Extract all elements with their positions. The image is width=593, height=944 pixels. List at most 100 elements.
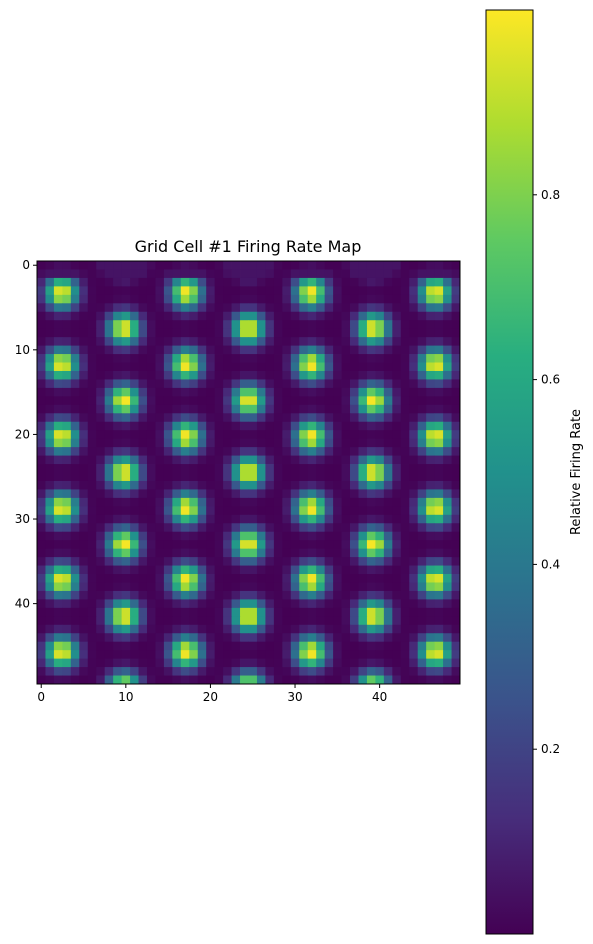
heatmap-cell: [62, 362, 72, 372]
heatmap-cell: [400, 294, 410, 304]
heatmap-cell: [37, 337, 46, 346]
heatmap-cell: [282, 277, 292, 287]
heatmap-cell: [45, 438, 55, 448]
heatmap-cell: [299, 497, 309, 507]
heatmap-cell: [62, 574, 72, 583]
heatmap-cell: [265, 582, 275, 592]
heatmap-cell: [37, 675, 46, 685]
heatmap-cell: [70, 497, 80, 507]
heatmap-cell: [197, 574, 207, 583]
heatmap-cell: [290, 404, 300, 414]
heatmap-cell: [366, 489, 376, 499]
heatmap-cell: [223, 464, 232, 473]
heatmap-cell: [392, 413, 402, 423]
heatmap-cell: [180, 269, 190, 279]
heatmap-cell: [366, 514, 376, 524]
heatmap-cell: [400, 345, 410, 355]
heatmap-cell: [113, 633, 122, 643]
heatmap-cell: [248, 599, 258, 609]
heatmap-cell: [366, 650, 376, 660]
heatmap-cell: [231, 455, 241, 465]
heatmap-cell: [113, 438, 122, 448]
heatmap-cell: [358, 607, 368, 617]
heatmap-cell: [206, 472, 216, 482]
heatmap-cell: [121, 506, 131, 516]
heatmap-cell: [104, 489, 114, 499]
heatmap-cell: [451, 667, 461, 676]
heatmap-cell: [451, 294, 461, 304]
heatmap-cell: [290, 447, 300, 456]
heatmap-cell: [324, 396, 334, 406]
heatmap-cell: [248, 354, 258, 363]
heatmap-cell: [197, 633, 207, 643]
heatmap-cell: [307, 557, 317, 566]
heatmap-cell: [333, 277, 342, 287]
heatmap-cell: [37, 658, 46, 668]
heatmap-cell: [45, 311, 55, 321]
heatmap-cell: [121, 387, 131, 397]
heatmap-cell: [426, 540, 436, 550]
heatmap-cell: [417, 269, 427, 279]
heatmap-cell: [231, 574, 241, 583]
heatmap-cell: [146, 438, 156, 448]
heatmap-cell: [53, 574, 63, 583]
heatmap-cell: [104, 269, 114, 279]
heatmap-cell: [375, 523, 385, 533]
heatmap-cell: [350, 311, 359, 321]
heatmap-cell: [451, 455, 461, 465]
x-tick-label: 30: [287, 690, 302, 704]
heatmap-cell: [197, 624, 207, 634]
heatmap-cell: [282, 464, 292, 473]
heatmap-cell: [290, 370, 300, 380]
heatmap-cell: [426, 286, 436, 296]
heatmap-cell: [197, 447, 207, 456]
heatmap-cell: [383, 294, 393, 304]
heatmap-cell: [96, 286, 106, 296]
heatmap-cell: [45, 624, 55, 634]
heatmap-cell: [426, 430, 436, 440]
heatmap-cell: [307, 447, 317, 456]
heatmap-cell: [130, 413, 139, 423]
heatmap-cell: [383, 675, 393, 685]
heatmap-cell: [104, 337, 114, 346]
heatmap-cell: [172, 370, 182, 380]
heatmap-cell: [316, 379, 326, 389]
heatmap-cell: [45, 557, 55, 566]
heatmap-cell: [316, 667, 326, 676]
heatmap-cell: [113, 337, 122, 346]
heatmap-cell: [70, 261, 80, 270]
heatmap-cell: [417, 438, 427, 448]
heatmap-cell: [104, 675, 114, 685]
heatmap-cell: [87, 396, 97, 406]
heatmap-cell: [358, 269, 368, 279]
heatmap-cell: [70, 303, 80, 313]
heatmap-cell: [409, 438, 419, 448]
heatmap-cell: [130, 641, 139, 651]
heatmap-cell: [223, 404, 232, 414]
heatmap-cell: [434, 548, 444, 558]
heatmap-cell: [282, 633, 292, 643]
heatmap-cell: [104, 641, 114, 651]
heatmap-cell: [240, 531, 249, 541]
heatmap-cell: [443, 590, 452, 600]
heatmap-cell: [223, 387, 232, 397]
heatmap-cell: [138, 650, 148, 660]
heatmap-cell: [37, 320, 46, 330]
heatmap-cell: [307, 565, 317, 575]
heatmap-cell: [299, 607, 309, 617]
heatmap-cell: [316, 607, 326, 617]
heatmap-cell: [375, 472, 385, 482]
heatmap-cell: [350, 387, 359, 397]
heatmap-cell: [341, 531, 351, 541]
heatmap-cell: [273, 540, 283, 550]
heatmap-cell: [146, 421, 156, 431]
heatmap-cell: [62, 438, 72, 448]
heatmap-cell: [163, 430, 173, 440]
heatmap-cell: [350, 574, 359, 583]
heatmap-cell: [366, 540, 376, 550]
heatmap-cell: [392, 480, 402, 490]
y-tick-label: 0: [22, 258, 30, 272]
heatmap-cell: [163, 667, 173, 676]
heatmap-cell: [130, 345, 139, 355]
heatmap-cell: [290, 624, 300, 634]
